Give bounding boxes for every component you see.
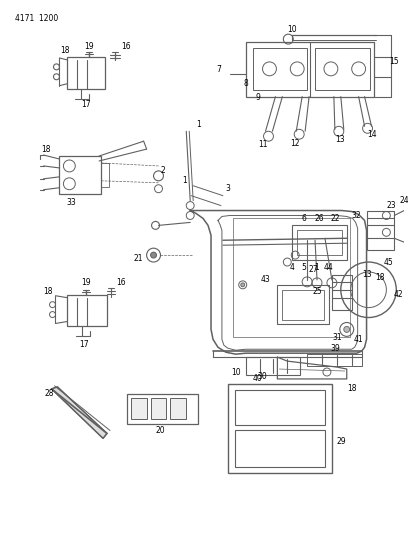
Text: 32: 32 bbox=[352, 211, 361, 220]
Text: 22: 22 bbox=[330, 214, 339, 223]
Circle shape bbox=[344, 326, 350, 333]
Polygon shape bbox=[51, 387, 107, 438]
Text: 3: 3 bbox=[226, 184, 230, 193]
Text: 26: 26 bbox=[314, 214, 324, 223]
Text: 18: 18 bbox=[347, 384, 357, 393]
Bar bbox=[235, 390, 325, 424]
Text: 10: 10 bbox=[288, 25, 297, 34]
Text: 43: 43 bbox=[261, 276, 271, 285]
Text: 4171  1200: 4171 1200 bbox=[15, 14, 58, 23]
Text: 12: 12 bbox=[290, 139, 300, 148]
Text: 23: 23 bbox=[386, 201, 396, 210]
Text: 33: 33 bbox=[67, 198, 76, 207]
Text: 28: 28 bbox=[45, 389, 54, 398]
Text: 8: 8 bbox=[243, 79, 248, 88]
Bar bbox=[366, 211, 394, 250]
Bar bbox=[277, 285, 329, 325]
Circle shape bbox=[241, 283, 245, 287]
Text: 10: 10 bbox=[231, 368, 241, 376]
Bar bbox=[151, 398, 166, 418]
Bar bbox=[315, 48, 370, 90]
Text: 19: 19 bbox=[84, 42, 94, 51]
Bar bbox=[101, 163, 109, 187]
Bar bbox=[307, 354, 361, 366]
Bar bbox=[67, 295, 107, 326]
Text: 41: 41 bbox=[354, 335, 364, 344]
Bar bbox=[235, 431, 325, 467]
Bar bbox=[131, 398, 146, 418]
Bar bbox=[67, 57, 105, 88]
Text: 5: 5 bbox=[302, 263, 306, 272]
Text: 7: 7 bbox=[217, 66, 222, 74]
Text: 29: 29 bbox=[337, 437, 347, 446]
Text: 18: 18 bbox=[43, 287, 52, 296]
Text: 25: 25 bbox=[312, 287, 322, 296]
Text: 16: 16 bbox=[121, 42, 131, 51]
Text: 31: 31 bbox=[332, 333, 341, 342]
Text: 19: 19 bbox=[81, 278, 91, 287]
Text: 15: 15 bbox=[390, 58, 399, 67]
Circle shape bbox=[151, 252, 157, 258]
Bar bbox=[253, 48, 307, 90]
Text: 39: 39 bbox=[330, 344, 340, 353]
Bar bbox=[246, 357, 300, 375]
Text: 18: 18 bbox=[41, 144, 50, 154]
Text: 24: 24 bbox=[399, 196, 408, 205]
Bar bbox=[171, 398, 186, 418]
Text: 16: 16 bbox=[116, 278, 126, 287]
Text: 14: 14 bbox=[368, 130, 377, 139]
Bar bbox=[297, 230, 342, 255]
Text: 40: 40 bbox=[253, 375, 262, 383]
Text: 18: 18 bbox=[61, 45, 70, 54]
Bar bbox=[292, 225, 347, 260]
Bar bbox=[233, 219, 350, 337]
Text: 2: 2 bbox=[160, 166, 165, 175]
Bar bbox=[127, 394, 198, 424]
Text: 18: 18 bbox=[376, 273, 385, 282]
Bar bbox=[246, 42, 375, 96]
Bar bbox=[60, 156, 101, 193]
Text: 13: 13 bbox=[335, 135, 345, 144]
Text: 45: 45 bbox=[384, 257, 393, 266]
Bar bbox=[282, 290, 324, 319]
Text: 4: 4 bbox=[290, 263, 295, 272]
Text: 6: 6 bbox=[302, 214, 306, 223]
Bar bbox=[332, 275, 352, 310]
Text: 1: 1 bbox=[196, 120, 200, 129]
Text: 42: 42 bbox=[393, 290, 403, 299]
Text: 11: 11 bbox=[258, 140, 267, 149]
Text: 9: 9 bbox=[255, 93, 260, 102]
Text: 27: 27 bbox=[308, 265, 318, 274]
Text: 13: 13 bbox=[362, 270, 371, 279]
Text: 1: 1 bbox=[182, 176, 186, 185]
Text: 1: 1 bbox=[315, 263, 319, 272]
Text: 17: 17 bbox=[81, 100, 91, 109]
Text: 30: 30 bbox=[258, 373, 267, 382]
Text: 21: 21 bbox=[134, 254, 144, 263]
Text: 17: 17 bbox=[80, 340, 89, 349]
Text: 44: 44 bbox=[324, 263, 334, 272]
Bar bbox=[228, 384, 332, 473]
Text: 20: 20 bbox=[156, 426, 165, 435]
